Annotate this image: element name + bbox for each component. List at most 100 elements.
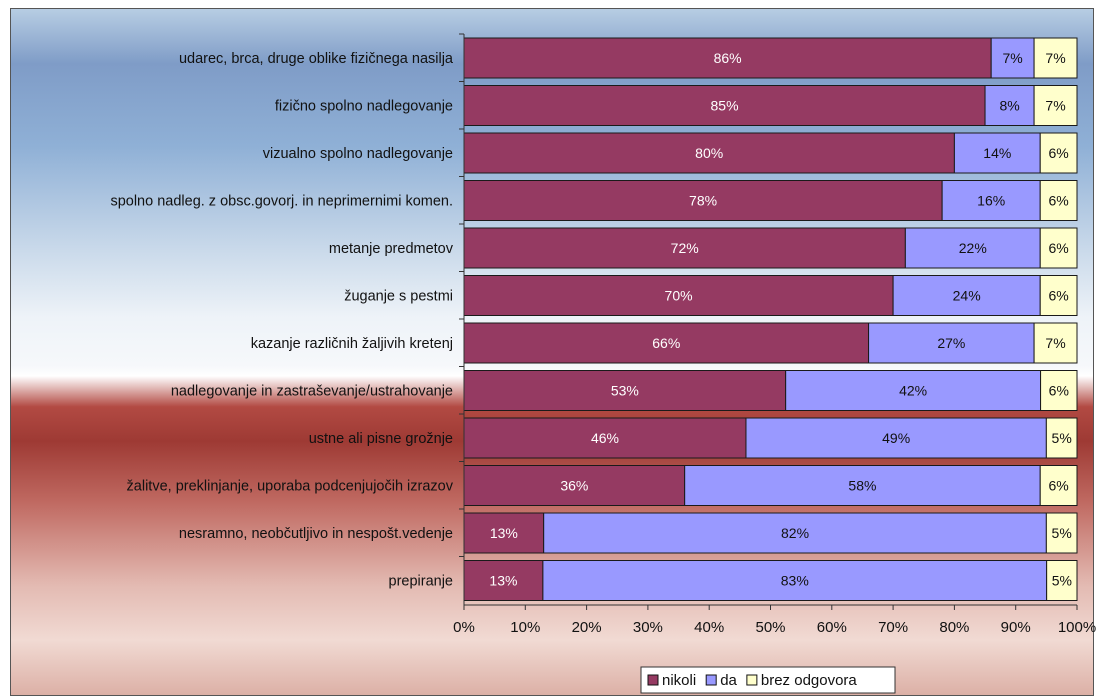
x-tick-label: 70% — [878, 619, 908, 636]
bar-segment-brez-odgovora — [1039, 275, 1078, 316]
data-label: 27% — [937, 335, 965, 351]
x-tick-label: 90% — [1001, 619, 1031, 636]
data-label: 80% — [695, 145, 723, 161]
bar-segment-nikoli — [463, 560, 544, 601]
bar-segment-nikoli — [463, 370, 787, 411]
bar-segment-brez-odgovora — [1039, 132, 1078, 174]
category-label: kazanje različnih žaljivih kretenj — [251, 336, 453, 352]
data-label: 42% — [899, 383, 927, 399]
bar-segment-da — [542, 560, 1048, 601]
x-tick-label: 30% — [633, 619, 663, 636]
data-label: 36% — [560, 478, 588, 494]
category-label: ustne ali pisne grožnje — [309, 431, 453, 447]
bar-segment-brez-odgovora — [1046, 560, 1078, 601]
data-label: 53% — [611, 383, 639, 399]
data-label: 5% — [1052, 525, 1072, 541]
data-label: 49% — [882, 430, 910, 446]
bar-segment-brez-odgovora — [1033, 322, 1078, 364]
data-label: 6% — [1048, 288, 1068, 304]
category-label: udarec, brca, druge oblike fizičnega nas… — [179, 51, 454, 67]
bar-segment-da — [785, 370, 1042, 411]
category-label: žalitve, preklinjanje, uporaba podcenjuj… — [127, 479, 454, 495]
bar-segment-da — [953, 132, 1041, 174]
bar-segment-nikoli — [463, 275, 894, 316]
bars-group: 86% 7% 7% 85% 8% 7% 80% 14% 6% 78% 16% 6% 72% 22% 6% 70… — [463, 37, 1078, 601]
data-label: 14% — [983, 145, 1011, 161]
bar-segment-da — [868, 322, 1035, 364]
data-label: 6% — [1048, 240, 1068, 256]
data-label: 70% — [665, 288, 693, 304]
data-label: 8% — [999, 98, 1019, 114]
legend-swatch — [705, 674, 717, 686]
bar-segment-da — [984, 85, 1035, 126]
data-label: 6% — [1048, 478, 1068, 494]
category-labels: udarec, brca, druge oblike fizičnega nas… — [110, 51, 453, 590]
legend-label: da — [720, 672, 737, 689]
bar-segment-nikoli — [463, 465, 686, 506]
legend-swatch — [746, 674, 758, 686]
category-label: metanje predmetov — [329, 241, 454, 257]
x-tick-label: 20% — [572, 619, 602, 636]
bar-segment-brez-odgovora — [1033, 85, 1078, 126]
category-label: nadlegovanje in zastraševanje/ustrahovan… — [171, 384, 453, 400]
data-label: 13% — [489, 573, 517, 589]
category-label: fizično spolno nadlegovanje — [275, 99, 453, 115]
bar-segment-brez-odgovora — [1033, 37, 1078, 79]
bar-segment-brez-odgovora — [1039, 180, 1078, 221]
data-label: 7% — [1045, 335, 1065, 351]
bar-segment-brez-odgovora — [1045, 417, 1078, 459]
data-label: 5% — [1052, 573, 1072, 589]
bar-segment-da — [941, 180, 1041, 221]
data-label: 83% — [781, 573, 809, 589]
data-label: 86% — [714, 50, 742, 66]
bar-segment-nikoli — [463, 322, 870, 364]
x-tick-label: 100% — [1058, 619, 1096, 636]
bar-segment-brez-odgovora — [1040, 370, 1078, 411]
data-label: 46% — [591, 430, 619, 446]
data-label: 6% — [1048, 193, 1068, 209]
bar-segment-da — [543, 512, 1047, 554]
x-tick-label: 0% — [453, 619, 475, 636]
x-tick-label: 50% — [755, 619, 785, 636]
page-top-strip — [0, 0, 1102, 8]
bar-segment-da — [684, 465, 1041, 506]
category-label: žuganje s pestmi — [344, 289, 453, 305]
category-label: spolno nadleg. z obsc.govorj. in neprime… — [110, 194, 453, 210]
data-label: 22% — [959, 240, 987, 256]
bar-segment-brez-odgovora — [1039, 465, 1078, 506]
category-label: nesramno, neobčutljivo in nespošt.vedenj… — [179, 526, 453, 542]
legend-swatch — [647, 674, 659, 686]
data-label: 13% — [490, 525, 518, 541]
x-tick-label: 10% — [510, 619, 540, 636]
category-label: vizualno spolno nadlegovanje — [263, 146, 453, 162]
x-axis: 0% 10% 20% 30% 40% 50% 60% 70% 80% 90% 100% — [453, 33, 1096, 636]
data-label: 58% — [848, 478, 876, 494]
data-label: 7% — [1045, 98, 1065, 114]
bar-segment-da — [745, 417, 1047, 459]
x-tick-label: 60% — [817, 619, 847, 636]
data-label: 6% — [1048, 145, 1068, 161]
data-label: 5% — [1052, 430, 1072, 446]
bar-segment-nikoli — [463, 85, 986, 126]
x-tick-label: 40% — [694, 619, 724, 636]
legend-label: nikoli — [662, 672, 696, 689]
category-label: prepiranje — [389, 574, 454, 590]
data-label: 7% — [1003, 50, 1023, 66]
data-label: 16% — [977, 193, 1005, 209]
data-label: 78% — [689, 193, 717, 209]
legend-box — [640, 666, 896, 694]
bar-segment-nikoli — [463, 132, 955, 174]
data-label: 24% — [953, 288, 981, 304]
data-label: 72% — [671, 240, 699, 256]
bar-segment-brez-odgovora — [1045, 512, 1078, 554]
bar-segment-brez-odgovora — [1039, 227, 1078, 269]
data-label: 7% — [1045, 50, 1065, 66]
data-label: 6% — [1049, 383, 1069, 399]
bar-segment-da — [904, 227, 1041, 269]
data-label: 85% — [711, 98, 739, 114]
legend: nikoli da brez odgovora — [640, 666, 896, 694]
bar-segment-nikoli — [463, 37, 992, 79]
bar-segment-da — [892, 275, 1041, 316]
data-label: 82% — [781, 525, 809, 541]
